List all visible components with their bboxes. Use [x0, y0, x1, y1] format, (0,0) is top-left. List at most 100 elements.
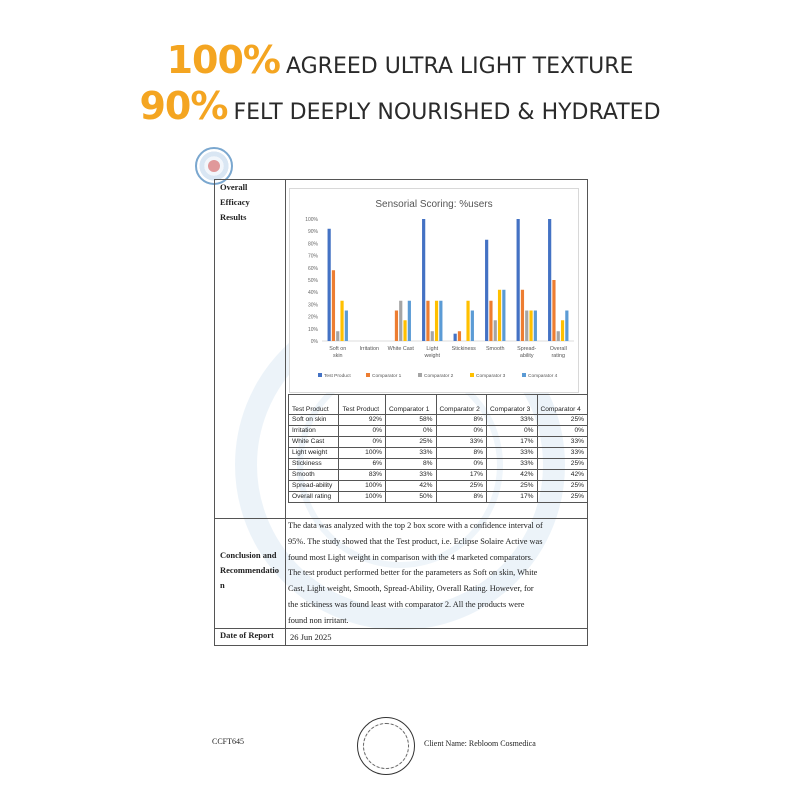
row-divider [215, 628, 587, 629]
table-cell: 17% [486, 436, 538, 448]
table-cell: 0% [536, 425, 588, 437]
y-tick-label: 50% [308, 278, 319, 284]
bar [552, 280, 556, 341]
table-cell: 0% [385, 425, 437, 437]
sensorial-chart: Sensorial Scoring: %users 0% 10% 20% 30% 40%… [289, 188, 579, 393]
legend-label: Comparator 4 [528, 373, 558, 379]
table-cell: 33% [435, 436, 488, 448]
table-cell: 8% [435, 447, 488, 459]
table-cell: 8% [435, 414, 488, 426]
table-row-label: Smooth [287, 469, 340, 481]
table-cell: 17% [486, 491, 538, 503]
headline-line-2: 90% FELT DEEPLY NOURISHED & HYDRATED [0, 84, 800, 128]
table-header-cell: Comparator 1 [385, 394, 437, 415]
bar [516, 219, 520, 341]
table-row: Overall rating 100% 50% 8% 17% 25% [287, 491, 588, 503]
conclusion-line: 95%. The study showed that the Test prod… [288, 536, 543, 546]
y-tick-label: 10% [308, 327, 319, 333]
table-cell: 83% [338, 469, 387, 481]
bar [430, 331, 434, 341]
y-tick-label: 0% [311, 339, 319, 345]
legend-swatch [318, 373, 322, 377]
y-tick-label: 30% [308, 302, 319, 308]
bar [493, 320, 497, 341]
y-tick-label: 100% [305, 217, 318, 223]
efficacy-label-line: Results [220, 212, 247, 222]
bar [327, 228, 331, 341]
table-cell: 42% [536, 469, 588, 481]
conclusion-line: Cast, Light weight, Smooth, Spread-Abili… [288, 584, 534, 594]
efficacy-label: Overall Efficacy Results [220, 180, 250, 225]
table-cell: 100% [338, 447, 387, 459]
table-cell: 25% [536, 458, 588, 470]
table-cell: 25% [435, 480, 488, 492]
bar [533, 310, 537, 341]
client-name: Client Name: Rebloom Cosmedica [424, 739, 536, 748]
bar [489, 300, 493, 341]
table-row-label: Light weight [287, 447, 340, 459]
bar [407, 300, 411, 341]
table-cell: 25% [536, 480, 588, 492]
x-tick-label: Irritation [360, 346, 379, 352]
bar [439, 300, 443, 341]
table-header-cell: Comparator 3 [486, 394, 538, 415]
bar [426, 300, 430, 341]
x-tick-label: Soft on [329, 346, 346, 352]
bar [520, 289, 525, 341]
x-tick-label: rating [552, 353, 566, 359]
legend-label: Comparator 1 [372, 373, 402, 379]
table-cell: 17% [435, 469, 488, 481]
legend-swatch [522, 373, 526, 377]
conclusion-line: found most Light weight in comparison wi… [288, 552, 533, 562]
x-tick-label: Light [426, 346, 438, 352]
bar [502, 289, 506, 341]
conclusion-label: Conclusion and Recommendatio n [220, 548, 279, 593]
table-header-cell: Comparator 4 [536, 394, 588, 415]
legend-label: Comparator 3 [476, 373, 506, 379]
bar [403, 320, 407, 341]
headline-percent-2: 90% [139, 84, 228, 128]
bar [399, 300, 403, 341]
bar [485, 239, 489, 341]
table-row: Soft on skin 92% 58% 8% 33% 25% [287, 414, 588, 426]
table-row: Stickiness 6% 8% 0% 33% 25% [287, 458, 588, 470]
conclusion-label-line: Recommendatio [220, 565, 280, 575]
table-cell: 33% [385, 469, 437, 481]
table-header-cell: Comparator 2 [435, 394, 488, 415]
table-row-label: White Cast [287, 436, 340, 448]
table-cell: 100% [338, 491, 387, 503]
conclusion-line: The data was analyzed with the top 2 box… [288, 521, 543, 530]
bar [565, 310, 569, 341]
x-tick-label: Stickiness [452, 346, 477, 352]
bar [529, 310, 533, 341]
table-cell: 42% [486, 469, 538, 481]
efficacy-label-line: Efficacy [220, 197, 250, 207]
table-row: Spread-ability 100% 42% 25% 25% 25% [287, 480, 588, 492]
bar [453, 333, 457, 341]
table-row-label: Overall rating [287, 491, 340, 503]
table-cell: 0% [338, 425, 387, 437]
x-tick-label: Smooth [486, 346, 505, 352]
x-tick-label: ability [520, 353, 534, 359]
x-tick-label: weight [423, 353, 440, 359]
table-cell: 25% [536, 491, 588, 503]
x-tick-label: skin [333, 353, 343, 359]
results-table: Test Product Test Product Comparator 1 Comp… [287, 394, 588, 503]
table-cell: 0% [338, 436, 387, 448]
table-cell: 6% [338, 458, 387, 470]
x-tick-label: White Cast [388, 346, 415, 352]
table-cell: 100% [338, 480, 387, 492]
table-cell: 50% [385, 491, 437, 503]
legend-label: Comparator 2 [424, 373, 454, 379]
table-cell: 25% [385, 436, 437, 448]
bar [560, 320, 565, 341]
chart-title: Sensorial Scoring: %users [375, 199, 493, 210]
row-divider [215, 518, 587, 519]
legend-label: Test Product [324, 373, 351, 379]
headline-text-1: AGREED ULTRA LIGHT TEXTURE [285, 54, 634, 79]
table-cell: 33% [536, 436, 588, 448]
table-cell: 92% [338, 414, 387, 426]
efficacy-label-line: Overall [220, 182, 248, 192]
table-cell: 58% [385, 414, 437, 426]
bar [336, 331, 340, 341]
